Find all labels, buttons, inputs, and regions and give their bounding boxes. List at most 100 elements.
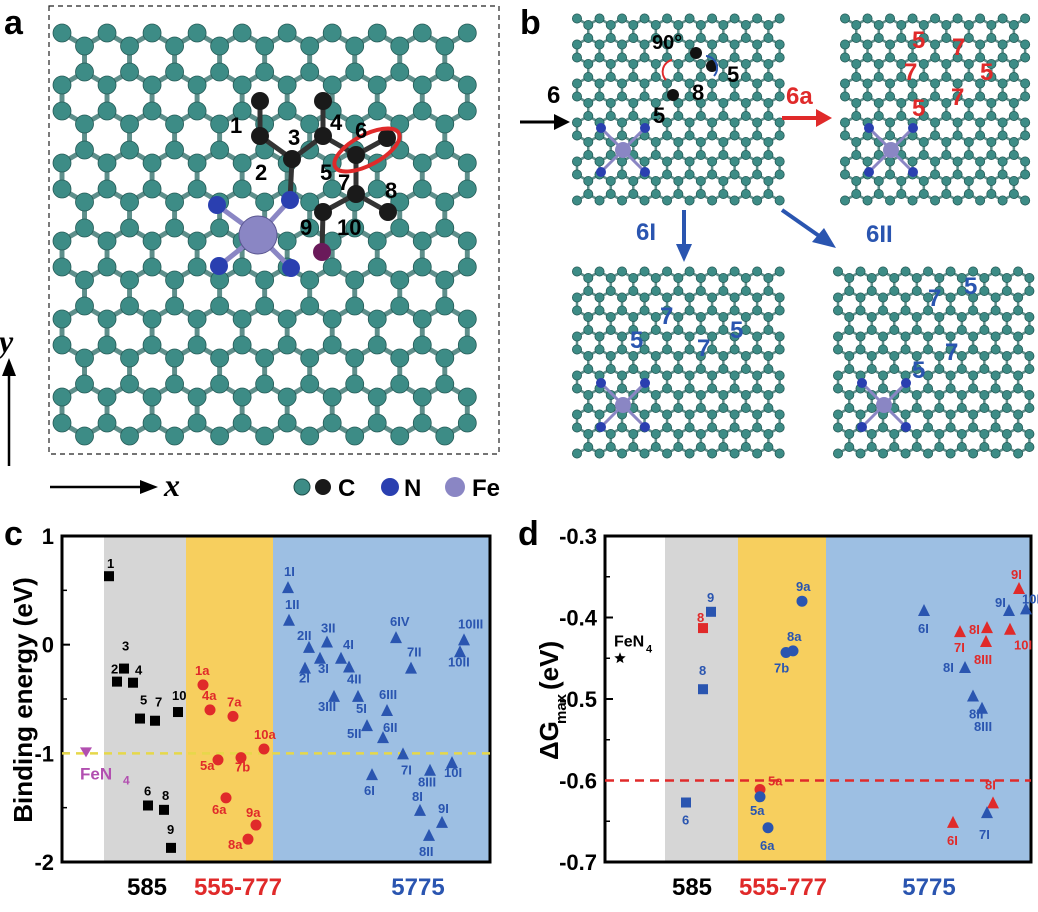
carbon-atom-small <box>718 72 729 83</box>
carbon-atom <box>367 231 387 251</box>
carbon-atom-small <box>628 19 639 30</box>
carbon-atom <box>52 335 72 355</box>
site-label: 9 <box>300 215 312 240</box>
carbon-atom-small <box>997 195 1008 206</box>
carbon-atom-small <box>572 383 583 394</box>
carbon-atom-small <box>684 91 695 102</box>
carbon-atom-small <box>873 59 884 70</box>
carbon-atom-small <box>952 195 963 206</box>
carbon-atom-small <box>990 266 1001 277</box>
carbon-atom-small <box>1001 324 1012 335</box>
data-point-square <box>706 606 716 617</box>
carbon-atom-small <box>833 305 844 316</box>
carbon-atom-small <box>594 78 605 89</box>
legend-iron-marker <box>445 477 465 497</box>
data-point-label: 5I <box>356 701 367 716</box>
data-point-triangle <box>967 689 979 702</box>
data-point-label: 10a <box>254 727 276 742</box>
panel-label-d: d <box>518 515 539 553</box>
carbon-atom-small <box>673 441 684 452</box>
carbon-atom-small <box>662 13 673 24</box>
carbon-atom-small <box>752 130 763 141</box>
data-point-square <box>104 571 114 582</box>
data-point-triangle <box>980 634 992 647</box>
carbon-atom-small <box>707 39 718 50</box>
data-point-triangle <box>282 581 294 594</box>
carbon-atom-small <box>752 13 763 24</box>
carbon-atom-small <box>774 91 785 102</box>
highlight-ellipse <box>332 126 402 174</box>
carbon-atom-small <box>979 441 990 452</box>
carbon-atom-small <box>1020 52 1031 63</box>
carbon-atom-small <box>662 117 673 128</box>
nitrogen-atom <box>596 123 606 133</box>
data-point-circle <box>212 754 224 766</box>
carbon-atom <box>97 23 117 43</box>
carbon-atom-small <box>941 111 952 122</box>
nitrogen-atom <box>596 422 606 432</box>
nitrogen-atom <box>640 422 650 432</box>
carbon-atom-small <box>986 59 997 70</box>
data-point-label: 10I <box>1022 591 1038 606</box>
carbon-atom-small <box>752 52 763 63</box>
carbon-atom <box>300 192 320 212</box>
carbon-atom-small <box>763 389 774 400</box>
data-point-label: 6I <box>947 833 958 848</box>
carbon-atom-small <box>605 72 616 83</box>
carbon-atom-small <box>729 39 740 50</box>
carbon-atom <box>300 296 320 316</box>
carbon-atom-small <box>833 266 844 277</box>
carbon-atom-small <box>763 72 774 83</box>
carbon-atom-small <box>628 363 639 374</box>
carbon-atom-small <box>774 370 785 381</box>
carbon-atom-small <box>662 344 673 355</box>
carbon-atom-small <box>752 91 763 102</box>
carbon-atom-small <box>1008 59 1019 70</box>
carbon-atom-small <box>729 448 740 459</box>
carbon-atom-small <box>572 448 583 459</box>
carbon-atom-small <box>605 175 616 186</box>
carbon-atom-small <box>918 149 929 160</box>
carbon-atom <box>390 62 410 82</box>
data-point-label: 6a <box>212 802 227 817</box>
carbon-atom-small <box>986 19 997 30</box>
carbon-atom-small <box>774 13 785 24</box>
carbon-atom-small <box>740 428 751 439</box>
carbon-atom-small <box>684 78 695 89</box>
carbon-atom <box>165 348 184 368</box>
carbon-atom-small <box>572 305 583 316</box>
carbon-atom-small <box>684 117 695 128</box>
carbon-atom-small <box>707 169 718 180</box>
carbon-atom-small <box>840 52 851 63</box>
carbon-atom <box>255 62 275 82</box>
carbon-atom-small <box>707 195 718 206</box>
carbon-atom <box>75 62 94 82</box>
carbon-atom <box>97 153 117 173</box>
carbon-atom-small <box>968 409 979 420</box>
carbon-atom <box>345 114 365 134</box>
carbon-atom-small <box>605 402 616 413</box>
carbon-atom-small <box>907 78 918 89</box>
carbon-atom-small <box>956 324 967 335</box>
carbon-atom <box>232 153 252 173</box>
carbon-atom-small <box>923 370 934 381</box>
carbon-atom-small <box>930 117 941 128</box>
carbon-atom <box>52 101 72 121</box>
carbon-atom-small <box>650 324 661 335</box>
carbon-atom-small <box>963 149 974 160</box>
carbon-atom-small <box>673 136 684 147</box>
carbon-atom-small <box>979 350 990 361</box>
carbon-atom-small <box>975 52 986 63</box>
data-point-label: 6 <box>144 783 151 798</box>
carbon-atom-small <box>639 39 650 50</box>
nitrogen-atom <box>208 196 226 214</box>
carbon-atom-small <box>662 448 673 459</box>
band-555-777 <box>186 536 273 862</box>
data-point-triangle <box>377 731 389 744</box>
carbon-atom <box>52 231 72 251</box>
carbon-atom-small <box>844 428 855 439</box>
carbon-atom-small <box>718 350 729 361</box>
carbon-atom <box>345 374 365 394</box>
carbon-atom-small <box>628 72 639 83</box>
